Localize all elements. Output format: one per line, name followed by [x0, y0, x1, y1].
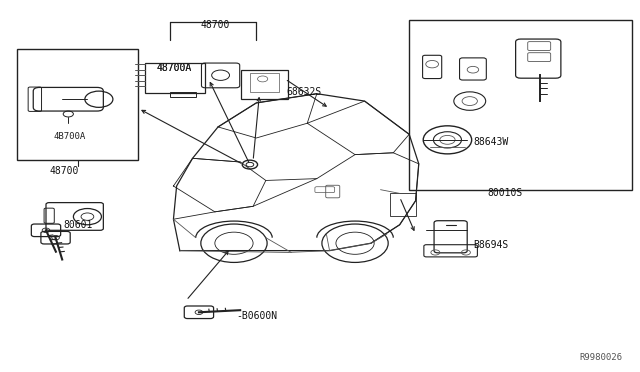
Text: 68632S: 68632S — [287, 87, 322, 97]
Text: 48700A: 48700A — [156, 63, 191, 73]
Text: -B0600N: -B0600N — [236, 311, 277, 321]
Text: 48700A: 48700A — [156, 63, 191, 73]
Text: 48700: 48700 — [49, 166, 79, 176]
Bar — [390, 193, 415, 215]
Bar — [170, 92, 196, 97]
Bar — [145, 63, 205, 93]
Text: 4B700A: 4B700A — [54, 132, 86, 141]
Text: 88643W: 88643W — [473, 137, 508, 147]
Bar — [409, 20, 632, 190]
Bar — [250, 73, 278, 92]
Text: 80010S: 80010S — [487, 188, 522, 198]
Bar — [17, 49, 138, 160]
Text: R9980026: R9980026 — [580, 353, 623, 362]
Text: 80601: 80601 — [63, 220, 93, 230]
Text: B8694S: B8694S — [473, 240, 508, 250]
Text: 48700: 48700 — [200, 20, 230, 31]
